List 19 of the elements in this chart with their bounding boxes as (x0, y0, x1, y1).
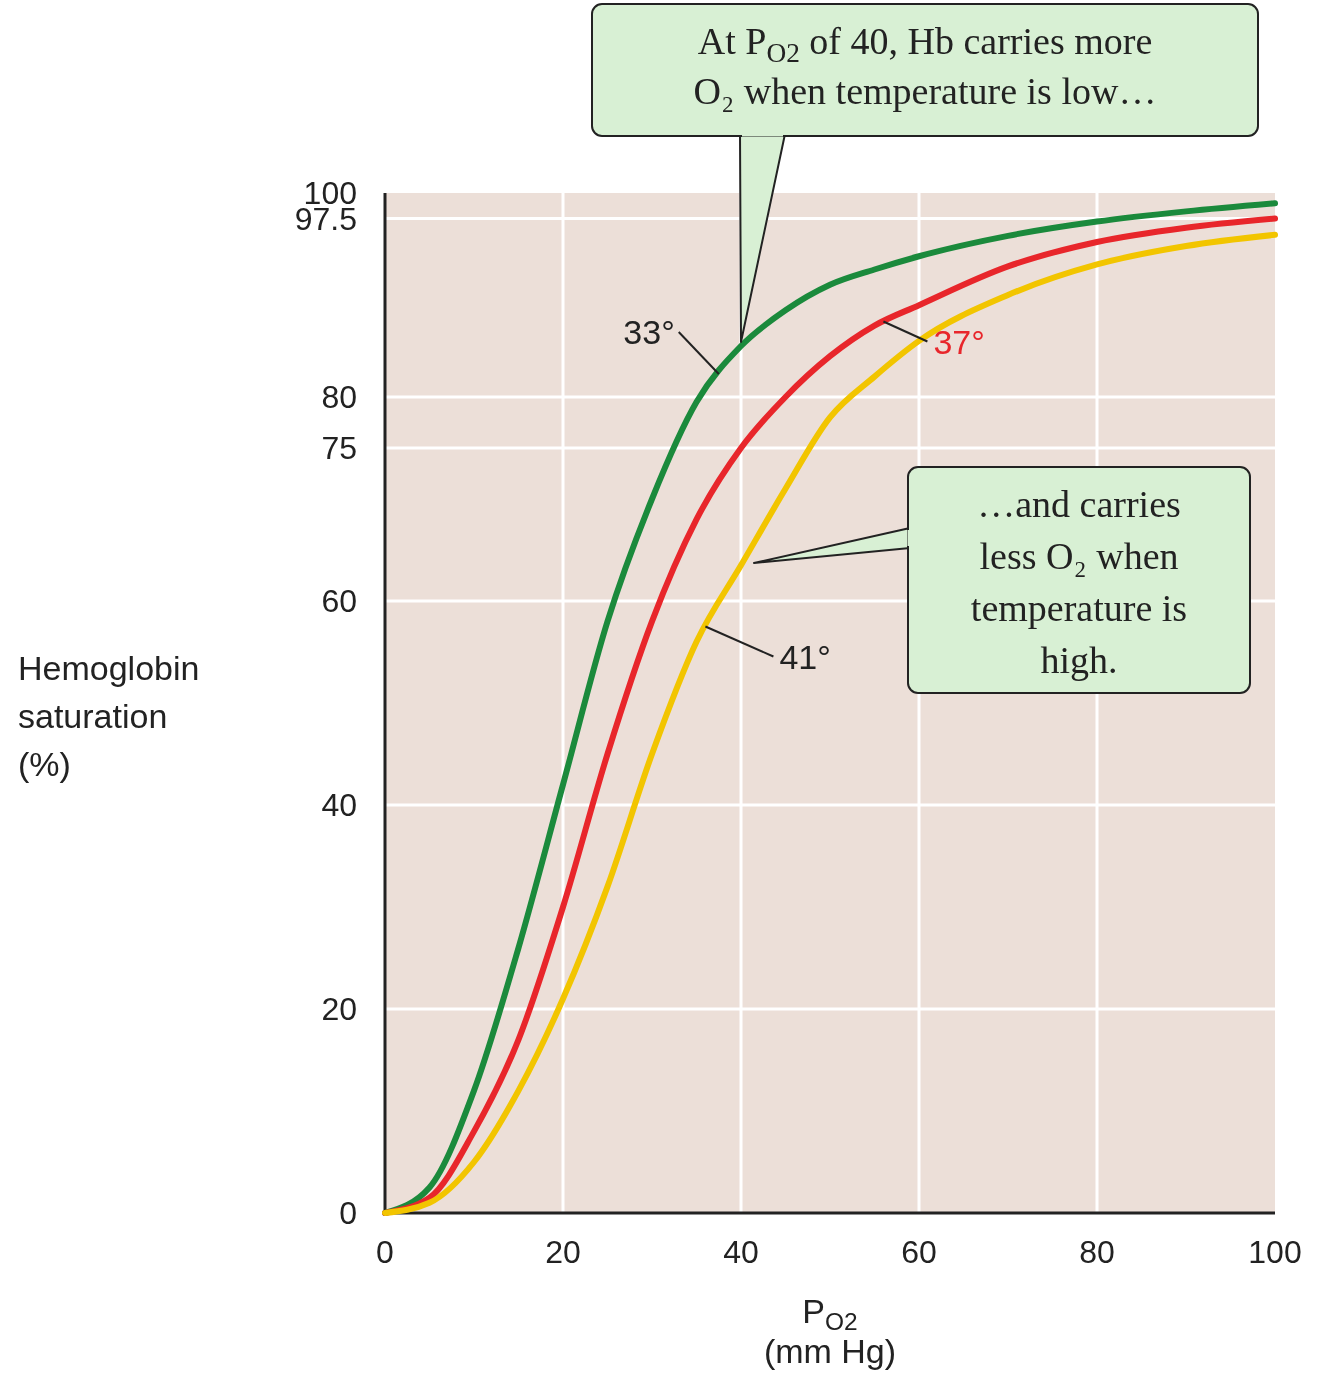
y-tick-label: 40 (321, 787, 357, 823)
annotation: …and carries less O₂ when temperature is high. (970, 483, 1188, 681)
text: 41° (779, 637, 831, 676)
x-axis-title: P$_{O2}$ (mm Hg) (763, 1292, 897, 1370)
y-tick-label: 0 (339, 1195, 357, 1231)
x-tick-label: 60 (901, 1234, 937, 1270)
annotation: At P$_{O2}$ of 40, Hb carries more O₂ when temperature is low… (693, 20, 1157, 112)
y-tick-label: 80 (321, 379, 357, 415)
y-tick-label: 75 (321, 430, 357, 466)
x-tick-label: 20 (545, 1234, 581, 1270)
series-label: 33° (623, 313, 675, 352)
series-label: 37° (933, 322, 985, 361)
y-axis-title: Hemoglobin saturation (%) (18, 649, 200, 783)
x-tick-label: 40 (723, 1234, 759, 1270)
y-tick-label: 60 (321, 583, 357, 619)
x-tick-label: 100 (1248, 1234, 1302, 1270)
x-tick-label: 0 (376, 1234, 394, 1270)
x-tick-label: 80 (1079, 1234, 1115, 1270)
y-tick-label: 20 (321, 991, 357, 1027)
